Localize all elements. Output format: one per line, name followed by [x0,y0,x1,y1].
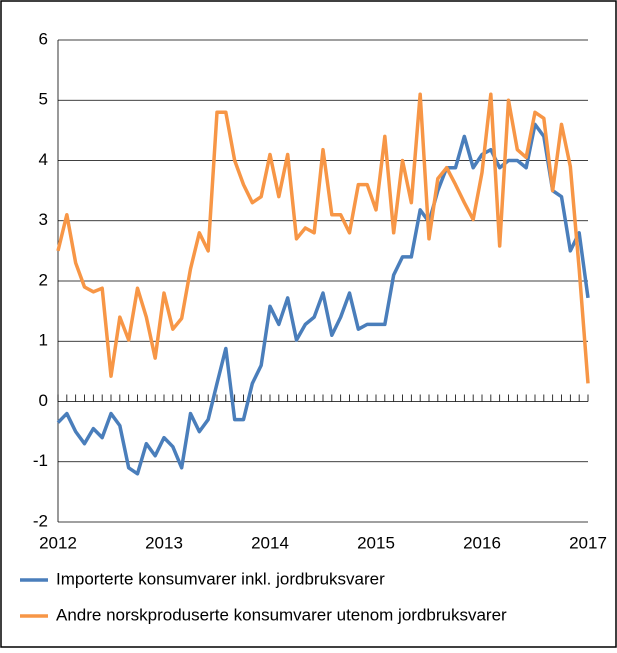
y-tick-label: 1 [39,331,48,350]
series-line [56,92,590,384]
y-tick-label: 4 [39,150,48,169]
x-tick-label: 2012 [39,533,77,552]
y-tick-label: 0 [39,391,48,410]
series-line [56,122,590,476]
y-tick-label: 3 [39,210,48,229]
legend-label: Andre norskproduserte konsumvarer utenom… [56,605,507,624]
y-tick-label: -1 [33,451,48,470]
y-tick-label: 2 [39,270,48,289]
legend-label: Importerte konsumvarer inkl. jordbruksva… [56,569,385,588]
y-tick-label: -2 [33,511,48,530]
x-tick-label: 2015 [357,533,395,552]
y-tick-label: 6 [39,29,48,48]
x-tick-label: 2016 [463,533,501,552]
x-tick-label: 2013 [145,533,183,552]
y-tick-label: 5 [39,90,48,109]
x-tick-label: 2017 [569,533,607,552]
x-tick-label: 2014 [251,533,289,552]
